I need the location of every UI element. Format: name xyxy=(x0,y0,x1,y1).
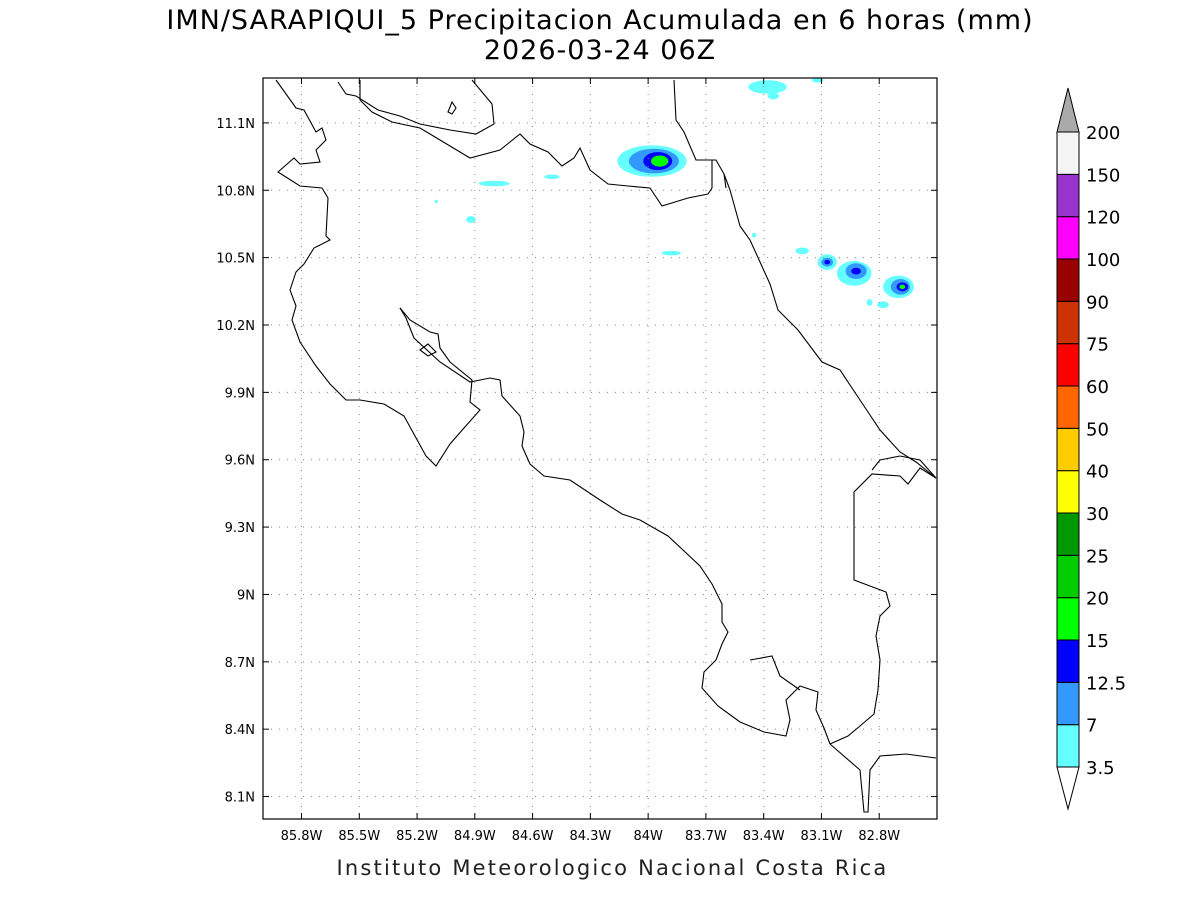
lon-tick-label: 84W xyxy=(633,829,663,844)
precip-cell xyxy=(661,250,681,256)
colorbar-label: 15 xyxy=(1086,631,1109,652)
colorbar-swatch xyxy=(1056,470,1080,514)
colorbar-label: 200 xyxy=(1086,123,1120,144)
colorbar-swatch xyxy=(1056,554,1080,599)
lat-tick-label: 9N xyxy=(237,588,255,603)
colorbar-swatch xyxy=(1056,385,1080,429)
coastline-borders xyxy=(275,79,937,813)
precip-cell xyxy=(434,199,438,204)
precip-cell xyxy=(751,232,757,238)
border-panama xyxy=(871,455,937,479)
colorbar-label: 30 xyxy=(1086,504,1109,525)
lon-tick-label: 82.8W xyxy=(858,829,900,844)
lake-island xyxy=(447,100,457,115)
colorbar-label: 100 xyxy=(1086,250,1120,271)
lat-tick-label: 10.2N xyxy=(216,319,255,334)
colorbar-label: 3.5 xyxy=(1086,758,1115,779)
precipitation-layer xyxy=(434,78,914,309)
colorbar-swatch xyxy=(1056,300,1080,345)
axis-labels: 11.1N 10.8N 10.5N 10.2N 9.9N 9.6N 9.3N 9N 8.7N 8.… xyxy=(216,78,937,844)
precip-cell xyxy=(811,78,824,83)
lat-tick-label: 10.5N xyxy=(216,252,255,267)
colorbar-swatch xyxy=(1056,597,1080,641)
lat-tick-label: 9.9N xyxy=(225,386,255,401)
colorbar-swatch xyxy=(1056,173,1080,218)
lon-tick-label: 84.3W xyxy=(569,829,611,844)
colorbar-label: 20 xyxy=(1086,589,1109,610)
footer-credit: Instituto Meteorologico Nacional Costa R… xyxy=(336,856,889,880)
map-frame xyxy=(262,77,938,820)
precip-cell xyxy=(851,267,861,275)
lon-tick-label: 85.8W xyxy=(281,829,323,844)
colorbar-label: 12.5 xyxy=(1086,673,1126,694)
coastline-north xyxy=(275,79,481,467)
precip-cell xyxy=(748,80,787,94)
colorbar-swatch xyxy=(1056,216,1080,260)
colorbar-swatch xyxy=(1056,131,1080,175)
colorbar-top-triangle xyxy=(1056,87,1080,133)
precip-cell xyxy=(824,259,831,265)
golfo-dulce xyxy=(829,467,937,745)
colorbar-label: 7 xyxy=(1086,716,1097,737)
map-valid-time: 2026-03-24 06Z xyxy=(483,35,717,66)
lat-tick-label: 8.4N xyxy=(225,723,255,738)
colorbar-label: 75 xyxy=(1086,335,1109,356)
coastline-burica xyxy=(829,743,937,813)
colorbar-label: 25 xyxy=(1086,546,1109,567)
lat-tick-label: 8.1N xyxy=(225,791,255,806)
precip-cell xyxy=(899,284,906,290)
colorbar-swatch xyxy=(1056,681,1080,726)
colorbar-swatch xyxy=(1056,724,1080,768)
colorbar-label: 60 xyxy=(1086,377,1109,398)
map-title: IMN/SARAPIQUI_5 Precipitacion Acumulada … xyxy=(166,5,1034,36)
precip-cell xyxy=(466,216,476,223)
precip-cell xyxy=(651,155,669,167)
lon-tick-label: 85.2W xyxy=(396,829,438,844)
colorbar-swatch xyxy=(1056,512,1080,556)
border-nicaragua xyxy=(359,79,713,207)
lake-nicaragua-shore xyxy=(337,79,495,135)
colorbar-label: 120 xyxy=(1086,208,1120,229)
lon-tick-label: 84.6W xyxy=(512,829,554,844)
colorbar-swatch xyxy=(1056,258,1080,302)
nicaragua-coast-east xyxy=(712,159,725,175)
osa-peninsula xyxy=(749,655,801,691)
lat-tick-label: 9.3N xyxy=(225,521,255,536)
island-chira xyxy=(419,343,437,357)
colorbar-label: 90 xyxy=(1086,292,1109,313)
lon-tick-label: 84.9W xyxy=(454,829,496,844)
lon-tick-label: 83.1W xyxy=(801,829,843,844)
colorbar-legend: 3.5 7 12.5 15 20 25 30 40 50 60 75 90 100 120 150 200 xyxy=(1056,87,1126,811)
colorbar-swatch xyxy=(1056,427,1080,472)
colorbar-label: 150 xyxy=(1086,165,1120,186)
lon-tick-label: 85.5W xyxy=(338,829,380,844)
colorbar-swatch xyxy=(1056,639,1080,683)
lon-tick-label: 83.7W xyxy=(685,829,727,844)
precip-cell xyxy=(877,301,889,309)
lat-tick-label: 9.6N xyxy=(225,454,255,469)
precip-cell xyxy=(478,180,510,187)
lat-tick-label: 11.1N xyxy=(216,117,255,132)
precip-cell xyxy=(866,299,873,306)
colorbar-label: 40 xyxy=(1086,462,1109,483)
lat-lon-grid xyxy=(263,78,937,819)
lon-tick-label: 83.4W xyxy=(743,829,785,844)
colorbar-label: 50 xyxy=(1086,419,1109,440)
coastline-caribbean xyxy=(723,173,937,479)
coastline-pacific-central xyxy=(399,307,831,745)
precip-cell xyxy=(767,92,780,100)
lat-tick-label: 10.8N xyxy=(216,184,255,199)
lat-tick-label: 8.7N xyxy=(225,656,255,671)
colorbar-bottom-triangle xyxy=(1056,766,1080,811)
colorbar-swatch xyxy=(1056,343,1080,387)
precip-cell xyxy=(544,174,560,180)
precip-cell xyxy=(795,247,809,255)
